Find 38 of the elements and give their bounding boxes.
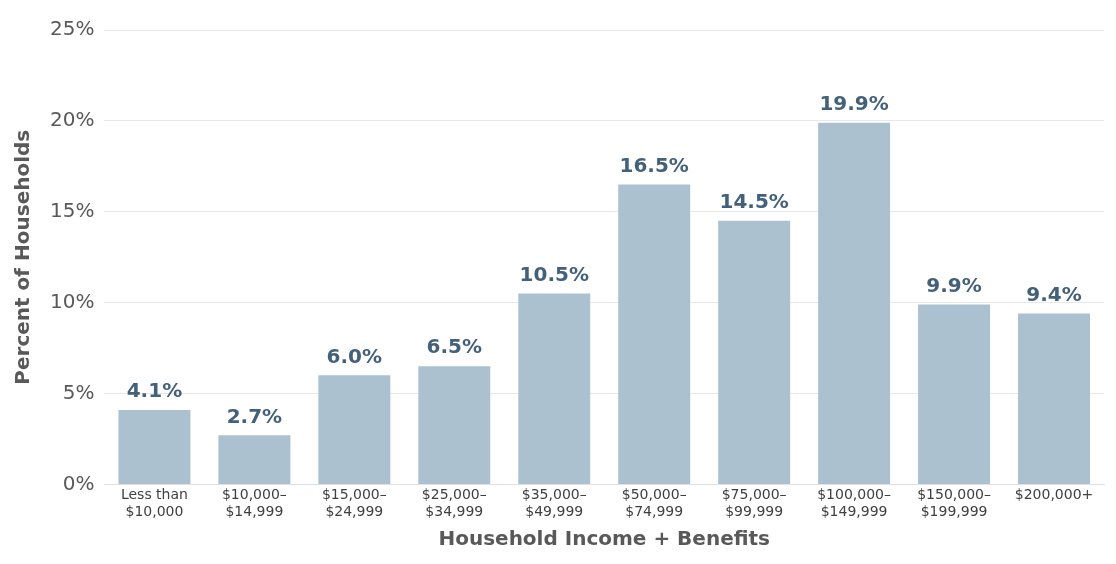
bar (318, 375, 391, 484)
x-tick-label: $150,000– $199,999 (917, 486, 991, 520)
y-tick-label: 0% (62, 470, 95, 495)
data-label: 2.7% (226, 403, 283, 428)
data-label: 4.1% (126, 378, 183, 403)
bar (918, 304, 991, 484)
x-tick-label: $200,000+ (1014, 486, 1094, 503)
bar (718, 220, 791, 484)
y-tick-label: 5% (62, 379, 95, 404)
bar (1018, 313, 1091, 484)
data-label: 6.0% (326, 343, 383, 368)
bar (218, 435, 291, 484)
y-tick-label: 20% (50, 107, 95, 132)
bar (618, 184, 691, 484)
y-tick-label: 15% (50, 197, 95, 222)
bar (418, 366, 491, 484)
data-label: 19.9% (819, 90, 889, 115)
data-label: 14.5% (719, 189, 789, 214)
x-tick-label: $25,000– $34,999 (421, 486, 487, 520)
data-label: 9.4% (1026, 281, 1082, 306)
x-tick-label: $35,000– $49,999 (521, 486, 587, 520)
x-tick-label: $10,000– $14,999 (221, 486, 287, 520)
x-tick-label: Less than $10,000 (120, 486, 188, 520)
data-label: 9.9% (926, 272, 982, 297)
x-tick-label: $75,000– $99,999 (721, 486, 787, 520)
x-tick-label: $15,000– $24,999 (321, 486, 387, 520)
bar (118, 409, 191, 484)
bar (518, 293, 591, 484)
y-tick-label: 10% (50, 288, 95, 313)
data-label: 10.5% (519, 261, 589, 286)
data-label: 6.5% (426, 334, 483, 359)
y-tick-label: 25% (50, 16, 95, 41)
bar (818, 122, 891, 484)
data-label: 16.5% (619, 152, 689, 177)
x-tick-label: $100,000– $149,999 (817, 486, 892, 520)
x-axis-title: Household Income + Benefits (438, 526, 771, 551)
y-axis-title: Percent of Households (10, 129, 35, 385)
x-tick-label: $50,000– $74,999 (621, 486, 687, 520)
